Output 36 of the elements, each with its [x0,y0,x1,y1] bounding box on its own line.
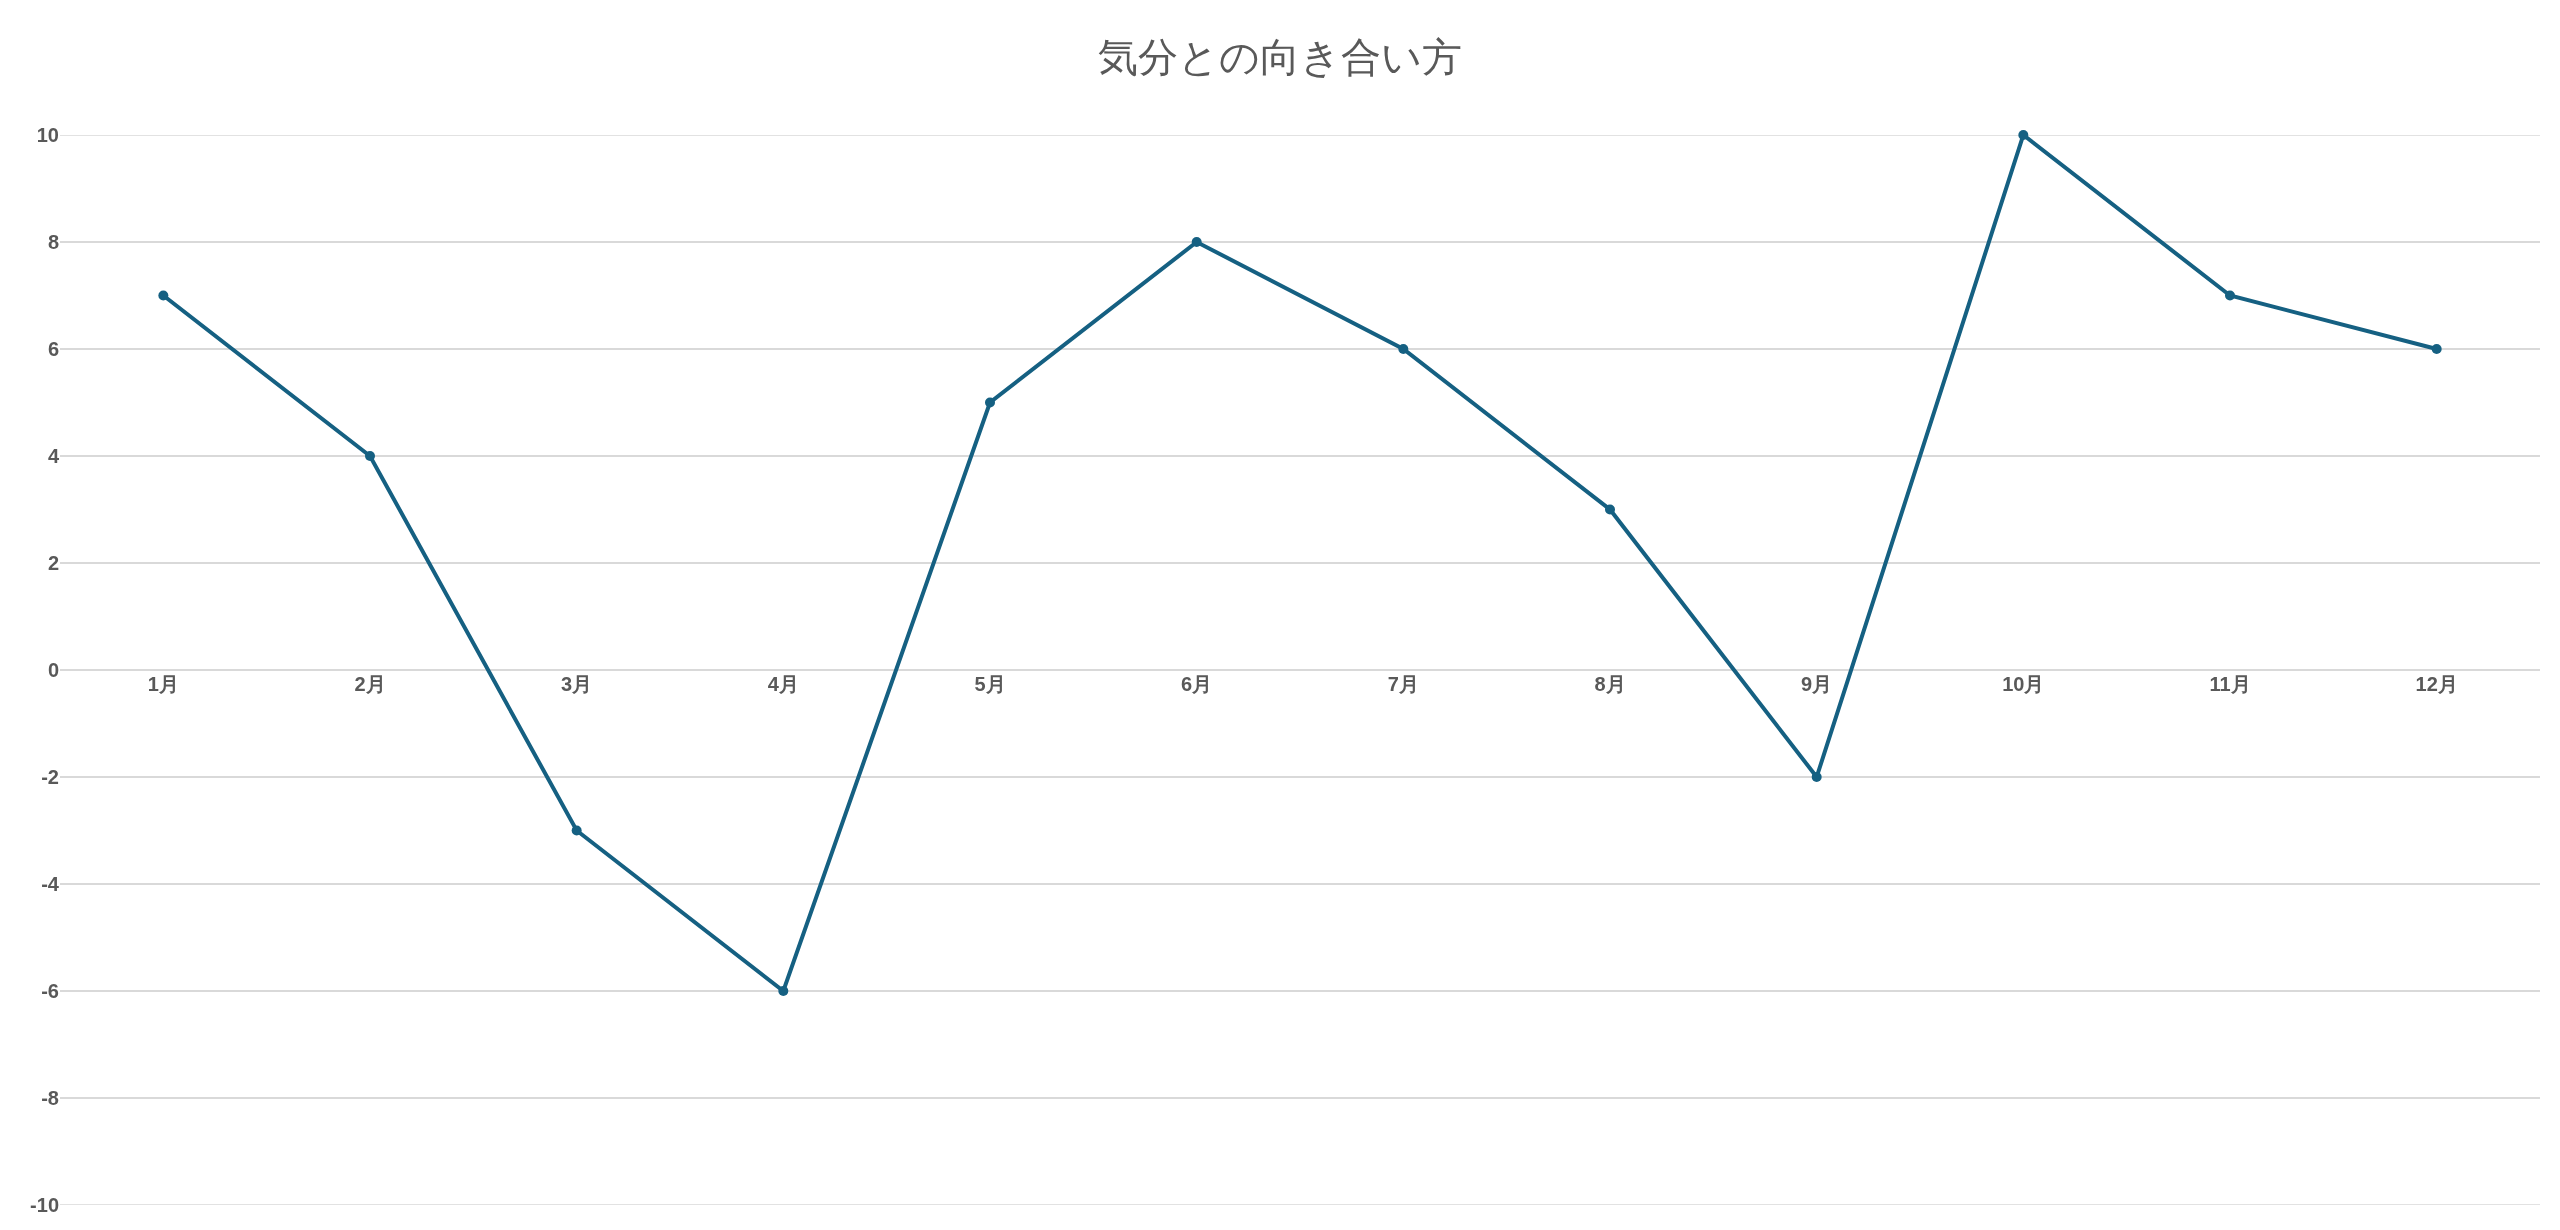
y-tick-label: -2 [41,766,59,788]
point [1398,344,1409,354]
x-tick-label: 1月 [147,673,179,695]
point [778,986,789,996]
x-tick-label: 4月 [767,673,799,695]
point [571,825,582,836]
y-tick-label: 10 [36,124,59,146]
y-tick-label: 8 [47,231,59,253]
x-tick-label: 3月 [561,673,593,695]
y-tick-label: -6 [41,980,59,1002]
y-tick-label: 4 [47,445,60,467]
point [2225,290,2235,301]
point [158,290,169,301]
point [1605,504,1615,515]
x-tick-label: 9月 [1801,673,1833,695]
x-tick-label: 5月 [974,673,1006,695]
point [985,397,995,408]
x-tick-label: 2月 [354,673,386,695]
x-tick-label: 12月 [2415,673,2458,695]
y-tick-label: -4 [41,873,60,895]
x-tick-label: 11月 [2209,673,2251,695]
chart-title: 気分との向き合い方 [1098,34,1462,81]
x-tick-label: 10月 [2002,673,2045,695]
point [2431,344,2442,354]
y-tick-label: -10 [30,1194,59,1216]
y-tick-label: 6 [47,338,59,360]
point [365,451,375,461]
point [2018,130,2029,140]
y-tick-label: 2 [47,552,59,574]
x-tick-label: 6月 [1181,673,1213,695]
point [1811,772,1822,782]
y-tick-label: -8 [41,1087,59,1109]
point [1191,237,1202,247]
y-tick-label: 0 [47,659,59,681]
x-tick-label: 7月 [1387,673,1419,695]
x-tick-label: 8月 [1594,673,1626,695]
